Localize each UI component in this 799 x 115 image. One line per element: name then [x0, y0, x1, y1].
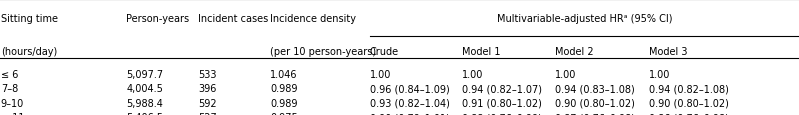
- Text: 0.90 (0.80–1.02): 0.90 (0.80–1.02): [555, 98, 635, 108]
- Text: 0.975: 0.975: [270, 112, 298, 115]
- Text: 1.00: 1.00: [649, 69, 670, 79]
- Text: 0.94 (0.82–1.08): 0.94 (0.82–1.08): [649, 83, 729, 93]
- Text: 1.00: 1.00: [555, 69, 577, 79]
- Text: 0.989: 0.989: [270, 83, 297, 93]
- Text: 0.86 (0.76–0.98): 0.86 (0.76–0.98): [649, 112, 729, 115]
- Text: 533: 533: [198, 69, 217, 79]
- Text: 0.91 (0.80–1.02): 0.91 (0.80–1.02): [462, 98, 542, 108]
- Text: (hours/day): (hours/day): [1, 47, 57, 56]
- Text: 0.94 (0.83–1.08): 0.94 (0.83–1.08): [555, 83, 635, 93]
- Text: 0.93 (0.82–1.04): 0.93 (0.82–1.04): [370, 98, 450, 108]
- Text: 0.88 (0.76–0.99): 0.88 (0.76–0.99): [462, 112, 542, 115]
- Text: 7–8: 7–8: [1, 83, 18, 93]
- Text: Model 3: Model 3: [649, 47, 687, 56]
- Text: 5,406.5: 5,406.5: [126, 112, 163, 115]
- Text: Sitting time: Sitting time: [1, 14, 58, 24]
- Text: Person-years: Person-years: [126, 14, 189, 24]
- Text: ≤ 6: ≤ 6: [1, 69, 18, 79]
- Text: Incidence density: Incidence density: [270, 14, 356, 24]
- Text: Multivariable-adjusted HRᵃ (95% CI): Multivariable-adjusted HRᵃ (95% CI): [497, 14, 672, 24]
- Text: 1.00: 1.00: [462, 69, 483, 79]
- Text: 1.046: 1.046: [270, 69, 297, 79]
- Text: 4,004.5: 4,004.5: [126, 83, 163, 93]
- Text: Model 1: Model 1: [462, 47, 500, 56]
- Text: ≥ 11: ≥ 11: [1, 112, 24, 115]
- Text: Crude: Crude: [370, 47, 399, 56]
- Text: 9–10: 9–10: [1, 98, 24, 108]
- Text: 0.96 (0.84–1.09): 0.96 (0.84–1.09): [370, 83, 450, 93]
- Text: 1.00: 1.00: [370, 69, 392, 79]
- Text: Model 2: Model 2: [555, 47, 594, 56]
- Text: 0.94 (0.82–1.07): 0.94 (0.82–1.07): [462, 83, 542, 93]
- Text: 0.989: 0.989: [270, 98, 297, 108]
- Text: Incident cases: Incident cases: [198, 14, 268, 24]
- Text: 0.87 (0.76–0.98): 0.87 (0.76–0.98): [555, 112, 635, 115]
- Text: 0.90 (0.79–1.01): 0.90 (0.79–1.01): [370, 112, 450, 115]
- Text: 5,097.7: 5,097.7: [126, 69, 163, 79]
- Text: 592: 592: [198, 98, 217, 108]
- Text: (per 10 person-years): (per 10 person-years): [270, 47, 376, 56]
- Text: 527: 527: [198, 112, 217, 115]
- Text: 0.90 (0.80–1.02): 0.90 (0.80–1.02): [649, 98, 729, 108]
- Text: 396: 396: [198, 83, 217, 93]
- Text: 5,988.4: 5,988.4: [126, 98, 163, 108]
